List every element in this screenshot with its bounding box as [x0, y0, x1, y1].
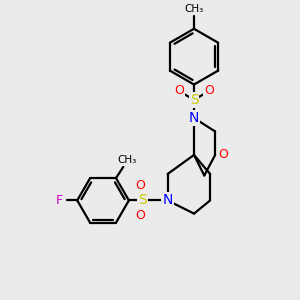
Text: O: O [218, 148, 228, 161]
Text: N: N [189, 111, 199, 125]
Text: CH₃: CH₃ [118, 155, 137, 165]
Text: O: O [174, 85, 184, 98]
Text: O: O [135, 209, 145, 222]
Text: F: F [56, 194, 63, 207]
Text: O: O [174, 85, 184, 98]
Text: O: O [218, 148, 228, 161]
Text: S: S [190, 93, 198, 107]
Text: S: S [190, 93, 198, 107]
Text: F: F [56, 194, 63, 207]
Text: CH₃: CH₃ [184, 4, 204, 14]
Text: S: S [138, 194, 147, 207]
Text: CH₃: CH₃ [184, 4, 204, 14]
Text: O: O [135, 209, 145, 222]
Text: CH₃: CH₃ [118, 155, 137, 165]
Text: N: N [162, 194, 173, 207]
Text: N: N [189, 111, 199, 125]
Text: N: N [162, 194, 173, 207]
Text: O: O [204, 85, 214, 98]
Text: O: O [135, 179, 145, 192]
Text: S: S [138, 194, 147, 207]
Text: O: O [135, 179, 145, 192]
Text: O: O [204, 85, 214, 98]
